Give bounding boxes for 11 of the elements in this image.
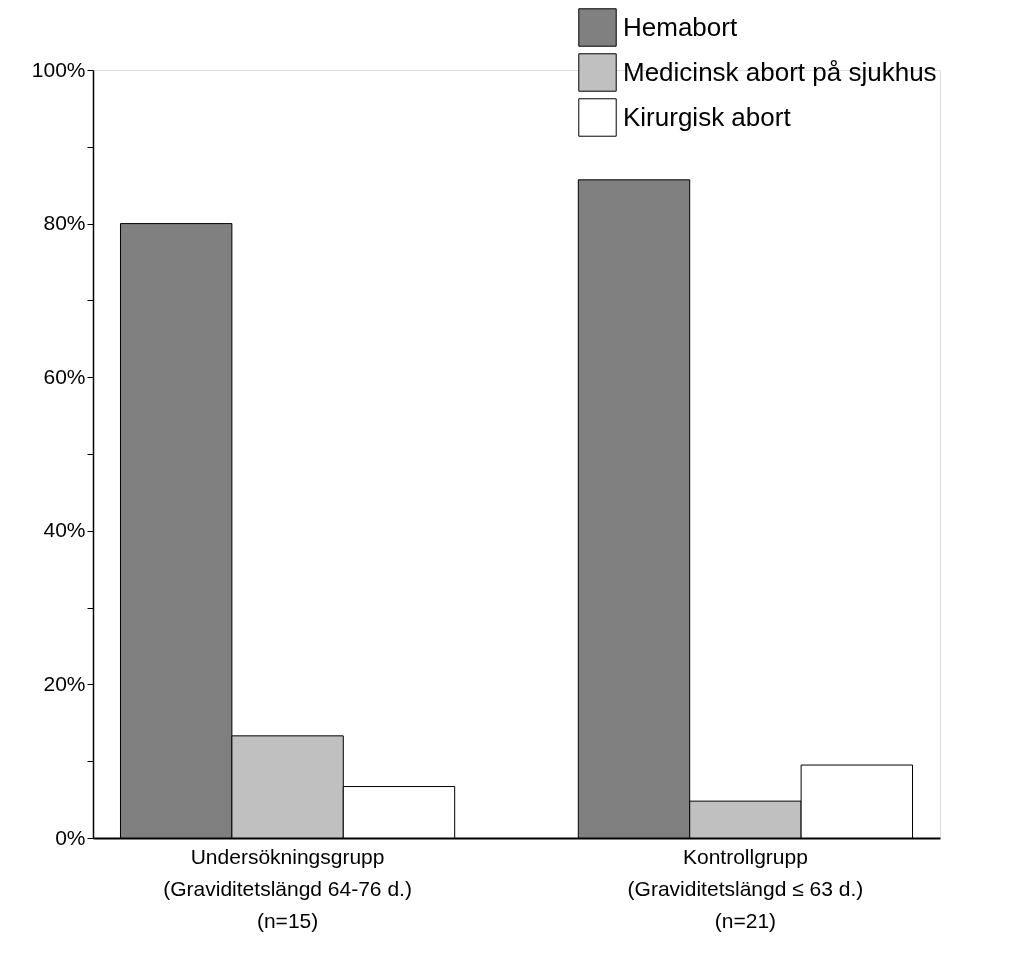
y-tick-label: 40% xyxy=(43,518,86,542)
y-tick-label: 80% xyxy=(43,211,86,235)
y-tick-label: 0% xyxy=(55,825,86,849)
y-tick-label: 100% xyxy=(31,57,86,81)
legend-label: Kirurgisk abort xyxy=(623,101,792,132)
y-tick-label: 60% xyxy=(43,364,86,388)
x-tick-label: Kontrollgrupp (Graviditetslängd ≤ 63 d.) (n=21) xyxy=(627,844,864,932)
y-tick-label: 20% xyxy=(43,671,86,695)
legend-label: Medicinsk abort på sjukhus xyxy=(623,56,937,87)
x-tick-label: Undersökningsgrupp (Graviditetslängd 64-76 d.) (n=15) xyxy=(163,844,412,932)
legend-label: Hemabort xyxy=(623,11,738,42)
